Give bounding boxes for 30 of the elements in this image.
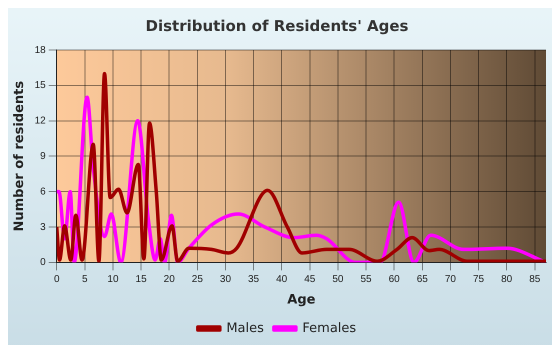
x-tick-label: 50: [332, 274, 344, 286]
y-tick-label: 15: [34, 80, 46, 92]
x-tick-label: 5: [82, 274, 88, 286]
x-tick-label: 55: [360, 274, 372, 286]
x-tick-label: 0: [54, 274, 60, 286]
x-tick-label: 10: [107, 274, 119, 286]
x-tick-label: 20: [164, 274, 176, 286]
x-tick-label: 70: [444, 274, 456, 286]
x-tick-label: 75: [472, 274, 485, 286]
x-tick-label: 65: [416, 274, 428, 286]
y-tick-label: 12: [34, 116, 46, 127]
y-tick-label: 9: [40, 150, 46, 162]
x-tick-label: 15: [136, 274, 148, 286]
x-tick-label: 85: [529, 274, 541, 286]
y-axis-title: Number of residents: [12, 80, 28, 232]
x-tick-label: 25: [192, 274, 204, 286]
x-tick-label: 45: [304, 274, 316, 286]
chart-title: Distribution of Residents' Ages: [146, 16, 409, 35]
legend-label: Males: [226, 320, 264, 336]
y-tick-label: 3: [40, 222, 46, 233]
legend-label: Females: [302, 320, 356, 336]
y-tick-label: 18: [34, 44, 46, 56]
x-tick-label: 40: [276, 274, 288, 286]
x-tick-label: 60: [388, 274, 400, 286]
x-tick-label: 35: [248, 274, 260, 286]
x-tick-label: 80: [501, 274, 513, 286]
x-tick-label: 30: [220, 274, 232, 286]
y-tick-label: 6: [40, 186, 46, 198]
y-tick-label: 0: [40, 257, 46, 268]
x-axis-title: Age: [287, 292, 316, 308]
